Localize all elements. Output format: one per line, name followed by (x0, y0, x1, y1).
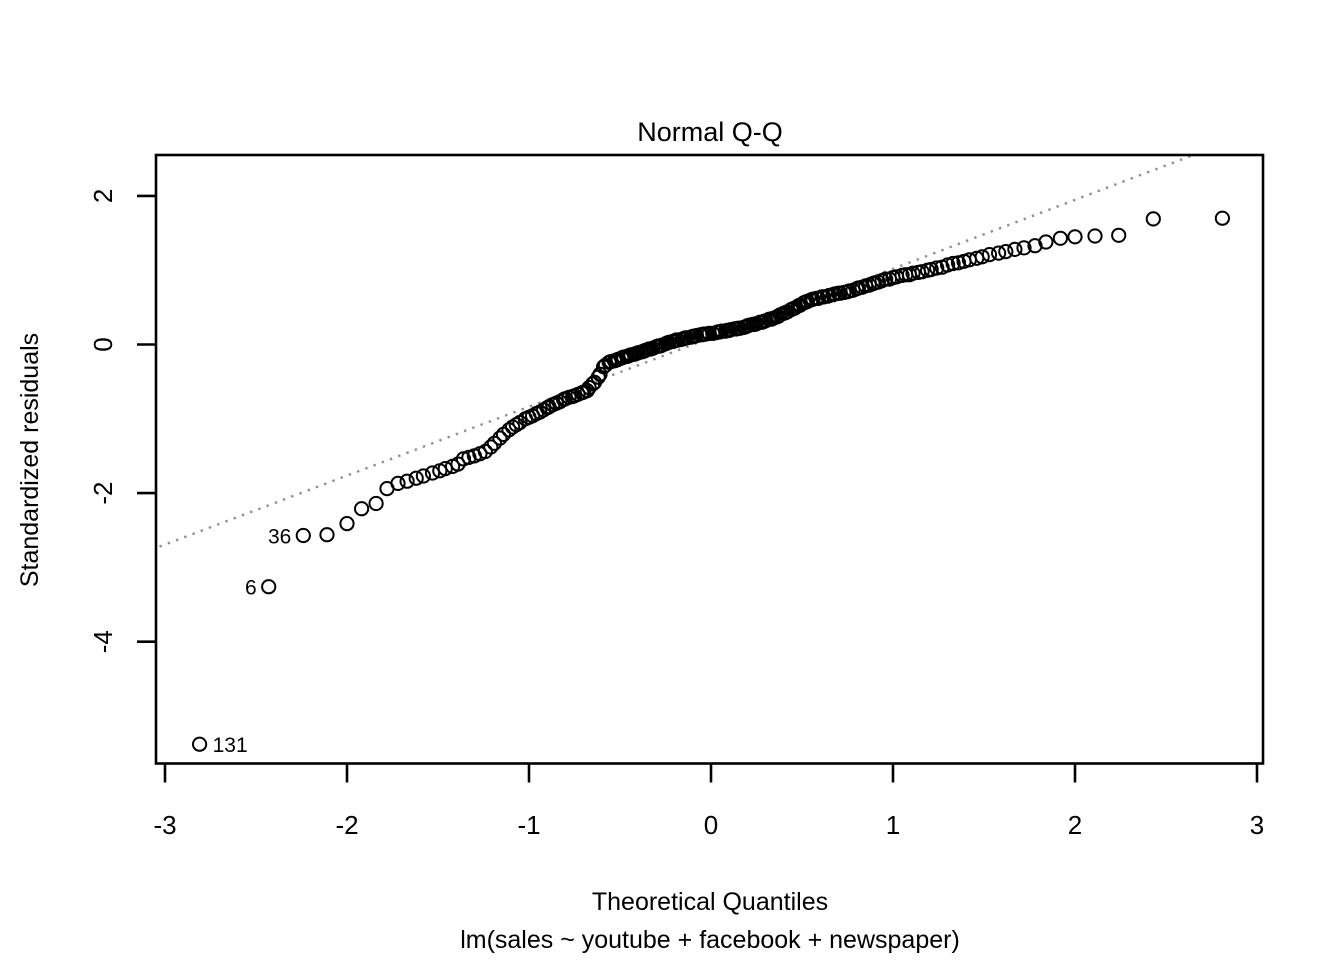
outlier-label: 6 (245, 577, 257, 600)
reference-line-group (159, 153, 1194, 548)
data-point (1007, 241, 1023, 257)
data-point (905, 265, 921, 281)
data-point (295, 527, 311, 544)
y-axis: 2 0 -2 -4 (88, 189, 156, 653)
data-point (991, 245, 1007, 261)
data-point (408, 470, 424, 486)
data-point (1145, 211, 1161, 227)
data-point (929, 260, 945, 276)
chart-title: Normal Q-Q (637, 117, 783, 147)
data-point (581, 380, 597, 396)
data-point (319, 527, 335, 543)
plot-frame (154, 153, 1265, 765)
data-point (1087, 228, 1103, 244)
data-point (354, 501, 370, 517)
data-point (415, 468, 431, 484)
x-tick-label: 3 (1250, 810, 1264, 840)
outlier-labels-group: 131 6 36 (213, 526, 292, 758)
data-point (1067, 229, 1083, 245)
x-tick-label: 1 (886, 810, 900, 840)
data-point (483, 439, 499, 455)
data-point (261, 579, 277, 595)
outlier-label: 131 (213, 734, 248, 757)
data-point (192, 736, 208, 752)
y-tick-label: 2 (88, 189, 118, 203)
data-point (998, 244, 1014, 260)
data-point (1052, 230, 1069, 246)
data-points (192, 210, 1231, 752)
data-point (1111, 227, 1127, 243)
x-tick-label: -2 (335, 810, 358, 840)
data-point (390, 475, 406, 491)
data-point (399, 473, 415, 489)
x-tick-label: -3 (153, 810, 176, 840)
model-formula-label: lm(sales ~ youtube + facebook + newspape… (460, 926, 960, 954)
data-point (974, 249, 990, 265)
x-axis-label: Theoretical Quantiles (592, 888, 828, 916)
x-tick-label: 0 (704, 810, 718, 840)
qq-reference-line (159, 153, 1194, 548)
y-tick-label: -2 (88, 482, 118, 505)
y-axis-label: Standardized residuals (16, 333, 44, 587)
x-tick-label: -1 (517, 810, 540, 840)
data-point (945, 255, 961, 272)
data-point (424, 465, 441, 481)
data-point (981, 247, 998, 263)
data-point (492, 430, 508, 446)
data-point (1038, 234, 1054, 250)
x-axis: -3 -2 -1 0 1 2 3 (153, 763, 1264, 840)
data-point (368, 495, 384, 512)
plot-box (154, 153, 1265, 765)
y-tick-label: 0 (88, 337, 118, 351)
data-point (1016, 240, 1032, 256)
data-point (1214, 210, 1231, 226)
data-point (339, 516, 355, 532)
x-tick-label: 2 (1068, 810, 1082, 840)
outlier-label: 36 (268, 526, 291, 549)
y-tick-label: -4 (88, 630, 118, 653)
